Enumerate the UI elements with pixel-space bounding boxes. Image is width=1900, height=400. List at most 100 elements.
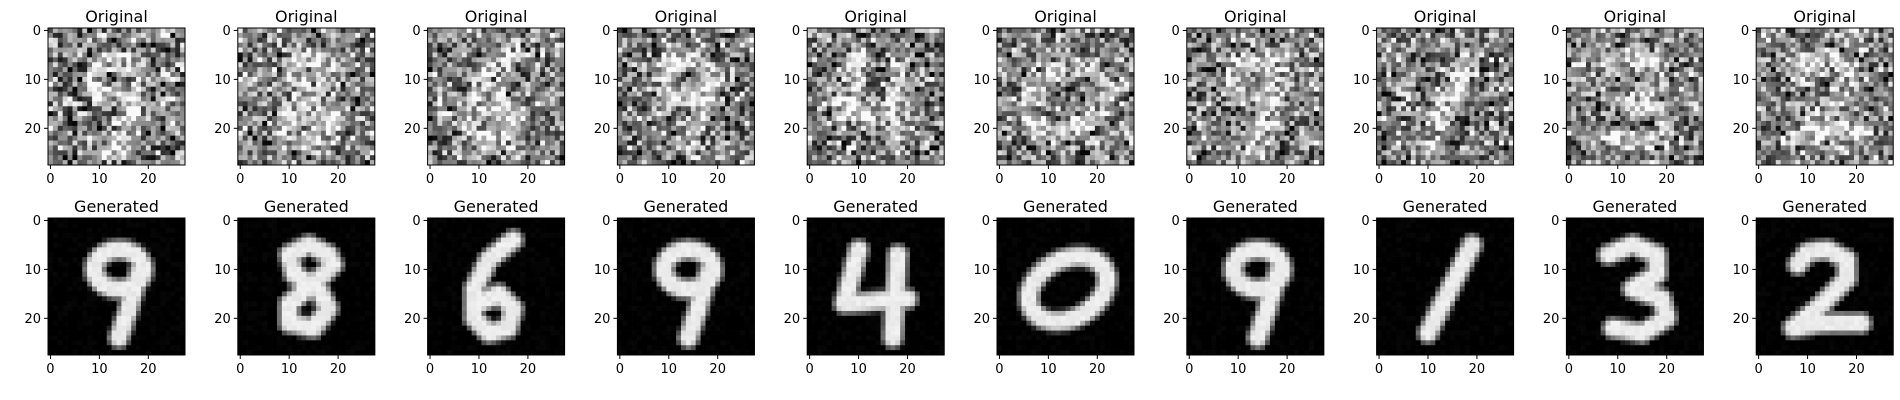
y-tick-label: 0 (1361, 214, 1369, 229)
panel-title: Original (1414, 7, 1477, 26)
axes-frame (806, 27, 945, 166)
y-tick-label: 20 (24, 122, 41, 137)
y-tick-label: 0 (1172, 24, 1180, 39)
y-tick-label: 0 (223, 214, 231, 229)
x-tick-label: 20 (899, 362, 916, 377)
x-tick-label: 20 (1089, 362, 1106, 377)
axes-frame (427, 27, 566, 166)
y-tick-label: 20 (594, 312, 611, 327)
x-tick-label: 10 (91, 172, 108, 187)
y-tick-label: 10 (594, 73, 611, 88)
y-tick-label: 0 (982, 24, 990, 39)
y-tick-label: 0 (33, 24, 41, 39)
x-tick-label: 0 (1755, 172, 1763, 187)
x-tick-label: 10 (1610, 362, 1627, 377)
generated-image-3 (427, 218, 565, 356)
y-tick-label: 20 (1543, 312, 1560, 327)
generated-panel-7: Generated 0 10 20 0 10 20 (1163, 197, 1325, 377)
x-tick-label: 10 (1420, 172, 1437, 187)
y-tick-label: 10 (973, 263, 990, 278)
axes-frame (47, 27, 186, 166)
y-tick-label: 20 (214, 312, 231, 327)
y-tick-label: 20 (404, 312, 421, 327)
axes-frame (996, 217, 1135, 356)
y-tick-label: 20 (784, 122, 801, 137)
x-tick-label: 20 (1279, 362, 1296, 377)
original-image-10 (1756, 28, 1894, 166)
x-tick-label: 10 (1230, 362, 1247, 377)
original-image-5 (807, 28, 945, 166)
x-tick-label: 0 (46, 172, 54, 187)
axes-frame (237, 217, 376, 356)
x-tick-label: 0 (426, 362, 434, 377)
panel-title: Original (85, 7, 148, 26)
y-tick-label: 10 (214, 263, 231, 278)
y-tick-label: 10 (214, 73, 231, 88)
x-tick-label: 10 (91, 362, 108, 377)
generated-panel-8: Generated 0 10 20 0 10 20 (1353, 197, 1515, 377)
x-tick-label: 10 (850, 362, 867, 377)
y-tick-label: 10 (404, 73, 421, 88)
x-tick-label: 0 (1185, 172, 1193, 187)
y-tick-label: 10 (784, 263, 801, 278)
generated-panel-5: Generated 0 10 20 0 10 20 (784, 197, 945, 377)
original-image-1 (48, 28, 186, 166)
y-tick-label: 20 (594, 122, 611, 137)
y-tick-label: 20 (1733, 312, 1750, 327)
axes-frame (1755, 27, 1894, 166)
x-tick-label: 10 (1230, 172, 1247, 187)
y-tick-label: 10 (1163, 73, 1180, 88)
panel-title: Generated (1213, 197, 1298, 216)
y-tick-label: 0 (982, 214, 990, 229)
y-tick-label: 0 (412, 24, 420, 39)
generated-image-4 (617, 218, 755, 356)
x-tick-label: 20 (1848, 172, 1865, 187)
x-tick-label: 20 (1469, 172, 1486, 187)
x-tick-label: 20 (1279, 172, 1296, 187)
x-tick-label: 20 (330, 362, 347, 377)
generated-image-7 (1186, 218, 1325, 356)
x-tick-label: 0 (1375, 362, 1383, 377)
y-tick-label: 10 (1353, 263, 1370, 278)
y-tick-label: 10 (1353, 73, 1370, 88)
y-tick-label: 10 (1733, 73, 1750, 88)
original-image-4 (617, 28, 755, 166)
y-tick-label: 0 (1551, 24, 1559, 39)
x-tick-label: 0 (236, 172, 244, 187)
y-tick-label: 20 (784, 312, 801, 327)
y-tick-label: 0 (1741, 24, 1749, 39)
x-tick-label: 0 (1185, 362, 1193, 377)
generated-panel-2: Generated 0 10 20 0 10 20 (214, 197, 376, 377)
y-tick-label: 0 (1741, 214, 1749, 229)
original-panel-8: Original 0 10 20 0 10 20 (1353, 7, 1515, 187)
y-tick-label: 20 (404, 122, 421, 137)
x-tick-label: 20 (330, 172, 347, 187)
axes-frame (1186, 27, 1325, 166)
panel-title: Generated (74, 197, 159, 216)
y-tick-label: 20 (24, 312, 41, 327)
y-tick-label: 20 (1733, 122, 1750, 137)
y-tick-label: 10 (1543, 73, 1560, 88)
original-panel-6: Original 0 10 20 0 10 20 (973, 7, 1135, 187)
axes-frame (806, 217, 945, 356)
x-tick-label: 10 (1799, 172, 1816, 187)
x-tick-label: 20 (520, 362, 537, 377)
y-tick-label: 20 (1353, 122, 1370, 137)
y-tick-label: 0 (412, 214, 420, 229)
axes-frame (1755, 217, 1894, 356)
x-tick-label: 0 (1755, 362, 1763, 377)
x-tick-label: 20 (1469, 362, 1486, 377)
x-tick-label: 10 (661, 172, 678, 187)
y-tick-label: 10 (1733, 263, 1750, 278)
axes-frame (427, 217, 566, 356)
x-tick-label: 0 (426, 172, 434, 187)
y-tick-label: 0 (1551, 214, 1559, 229)
panel-title: Original (465, 7, 528, 26)
x-tick-label: 20 (140, 362, 157, 377)
y-tick-label: 20 (973, 312, 990, 327)
generated-panel-3: Generated 0 10 20 0 10 20 (404, 197, 566, 377)
y-tick-label: 20 (1163, 312, 1180, 327)
y-tick-label: 0 (33, 214, 41, 229)
panel-title: Original (655, 7, 718, 26)
y-tick-label: 20 (1163, 122, 1180, 137)
